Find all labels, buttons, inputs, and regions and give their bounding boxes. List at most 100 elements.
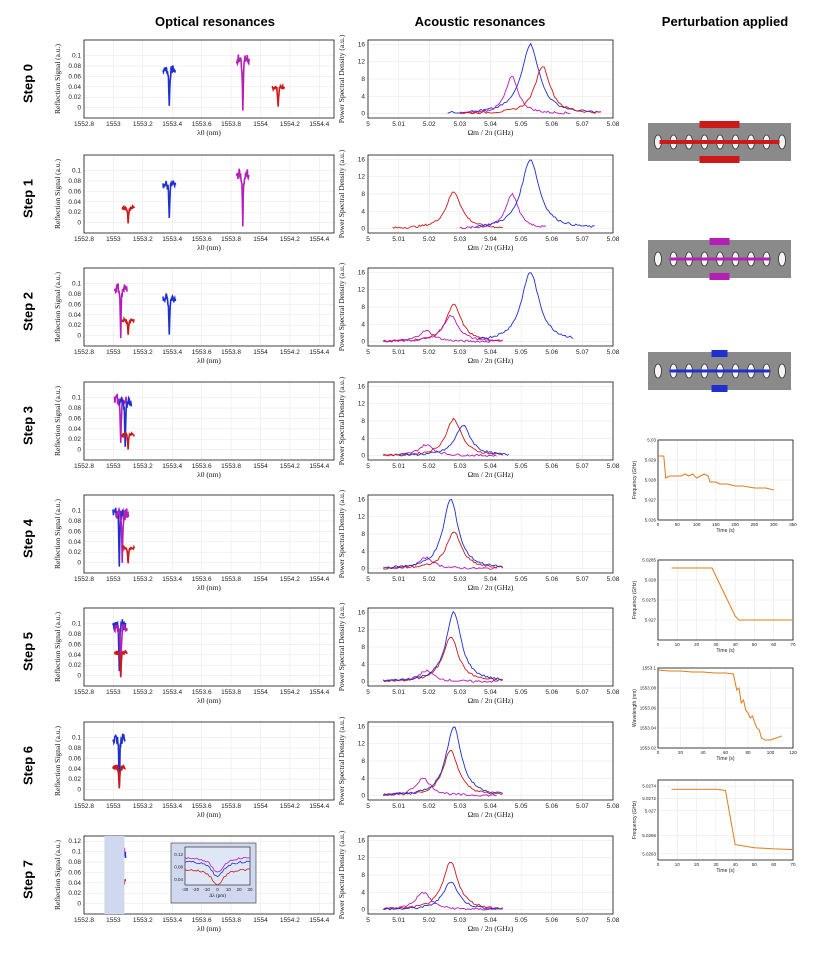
perturbation-plot-2: 0 20 40 60 80 100 120 1553.02 1553.04 1553.06 1553… [632,666,797,763]
optical-4-xtick-8: 1554.4 [309,576,329,583]
acoustic-5-xtick-0: 5 [366,689,370,696]
optical-7-xtick-6: 1554 [253,917,268,924]
perturbation-bar-mid [669,369,770,373]
acoustic-plot-step-2: 5 5.01 5.02 5.03 5.04 5.05 5.06 5.07 5.08 0 4 8 12 16… [337,262,620,365]
pert-2-xtick-1: 20 [678,750,684,755]
acoustic-6-xtick-5: 5.05 [515,803,528,810]
pert-2-xtick-0: 0 [657,750,660,755]
acoustic-plot-step-0: 5 5.01 5.02 5.03 5.04 5.05 5.06 5.07 5.08 0 4 8 12 16… [337,34,620,137]
optical-5-trace-1 [113,623,128,678]
acoustic-3-ytick-4: 16 [358,383,366,390]
acoustic-2-ytick-3: 12 [358,287,366,294]
acoustic-1-xtick-6: 5.06 [545,236,558,243]
acoustic-6-ytick-4: 16 [358,723,366,730]
pert-1-xtick-3: 30 [713,642,719,647]
pert-0-xtick-5: 250 [751,522,759,527]
optical-2-ytick-1: 0.02 [68,322,81,329]
optical-plot-step-6: 1552.8 1553 1553.2 1553.4 1553.6 1553.8 1554 15… [53,721,335,819]
optical-0-ytick-3: 0.06 [68,73,81,80]
optical-5-xtick-1: 1553 [106,689,121,696]
optical-4-xtick-1: 1553 [106,576,121,583]
acoustic-0-xtick-4: 5.04 [484,121,497,128]
optical-1-xtick-2: 1553.2 [133,236,153,243]
optical-2-ytick-2: 0.04 [68,312,81,319]
optical-6-xtick-0: 1552.8 [74,803,94,810]
acoustic-5-ytick-3: 12 [358,627,366,634]
pert-3-xtick-5: 50 [752,862,758,867]
pert-2-ytick-3: 1553.08 [640,686,657,691]
acoustic-4-xtick-1: 5.01 [392,576,405,583]
acoustic-plot-step-3: 5 5.01 5.02 5.03 5.04 5.05 5.06 5.07 5.08 0 4 8 12 16… [337,376,620,479]
acoustic-3-xtick-1: 5.01 [392,463,405,470]
optical-0-xtick-3: 1553.4 [162,121,182,128]
optical-1-trace-0 [121,203,136,224]
optical-7-xtick-7: 1554.2 [280,917,300,924]
inset-trace-1 [184,860,251,878]
pert-0-xtick-6: 300 [770,522,778,527]
acoustic-2-xtick-5: 5.05 [515,349,528,356]
optical-6-xtick-7: 1554.2 [280,803,300,810]
pert-3-trace [671,788,794,851]
pert-3-xtick-0: 0 [657,862,660,867]
pert-1-xtick-0: 0 [657,642,660,647]
pert-1-ytick-1: 5.0275 [642,598,656,603]
acoustic-6-trace-1 [383,749,504,796]
pert-1-xtick-7: 70 [790,642,796,647]
optical-6-xlabel: λ0 (nm) [197,810,221,819]
acoustic-6-xtick-2: 5.02 [423,803,436,810]
optical-0-xlabel: λ0 (nm) [197,128,221,137]
pert-3-xtick-2: 20 [694,862,700,867]
inset-xtick-6: 30 [247,887,253,892]
optical-6-ylabel: Reflection Signal (a.u.) [53,726,62,796]
acoustic-2-xtick-7: 5.07 [576,349,589,356]
optical-7-ytick-5: 0.1 [72,849,81,856]
pert-0-ylabel: Frequency (GHz) [632,460,638,499]
pert-2-ytick-1: 1553.04 [640,726,657,731]
acoustic-6-xtick-8: 5.08 [607,803,620,810]
optical-0-trace-2 [271,83,286,107]
optical-7-ylabel: Reflection Signal (a.u.) [53,840,62,910]
optical-7-xlabel: λ0 (nm) [197,924,221,933]
optical-6-ytick-2: 0.04 [68,766,81,773]
optical-plot-step-3: 1552.8 1553 1553.2 1553.4 1553.6 1553.8 1554 15… [53,381,335,479]
inset-xtick-5: 20 [237,887,243,892]
optical-2-xtick-2: 1553.2 [133,349,153,356]
pert-0-xtick-7: 350 [789,522,797,527]
optical-7-xtick-3: 1553.4 [162,917,182,924]
optical-3-trace-2 [121,430,135,450]
pert-0-xtick-2: 100 [693,522,701,527]
hole-icon [778,251,786,267]
optical-5-ytick-3: 0.06 [68,641,81,648]
acoustic-3-xtick-6: 5.06 [545,463,558,470]
acoustic-1-xtick-3: 5.03 [454,236,467,243]
acoustic-0-xtick-1: 5.01 [392,121,405,128]
acoustic-1-xtick-0: 5 [366,236,370,243]
acoustic-6-ylabel: Power Spectral Density (a.u.) [337,716,346,805]
optical-4-ytick-5: 0.1 [72,508,81,515]
optical-3-ylabel: Reflection Signal (a.u.) [53,386,62,456]
optical-1-xtick-6: 1554 [253,236,268,243]
acoustic-4-ytick-4: 16 [358,496,366,503]
optical-2-ytick-3: 0.06 [68,301,81,308]
acoustic-5-xtick-4: 5.04 [484,689,497,696]
optical-2-xtick-5: 1553.8 [221,349,241,356]
optical-6-xtick-6: 1554 [253,803,268,810]
acoustic-7-ytick-2: 8 [361,872,365,879]
optical-plot-step-5: 1552.8 1553 1553.2 1553.4 1553.6 1553.8 1554 15… [53,607,335,705]
acoustic-1-xtick-1: 5.01 [392,236,405,243]
perturbation-bar-top [699,121,740,128]
acoustic-6-xtick-6: 5.06 [545,803,558,810]
perturbation-plot-0: 0 50 100 150 200 250 300 350 5.026 5.027 5.028 5.02… [632,438,797,535]
optical-4-trace-2 [121,544,136,564]
optical-4-ytick-3: 0.06 [68,528,81,535]
acoustic-2-trace-2 [383,314,504,343]
acoustic-2-ytick-4: 16 [358,269,366,276]
acoustic-0-trace-1 [459,75,571,115]
optical-7-xtick-4: 1553.6 [192,917,212,924]
acoustic-0-ytick-0: 0 [361,111,365,118]
optical-4-xtick-2: 1553.2 [133,576,153,583]
pert-1-xtick-1: 10 [675,642,681,647]
optical-3-ytick-0: 0 [77,447,81,454]
pert-3-xlabel: Time (s) [716,868,734,874]
optical-1-xtick-8: 1554.4 [309,236,329,243]
